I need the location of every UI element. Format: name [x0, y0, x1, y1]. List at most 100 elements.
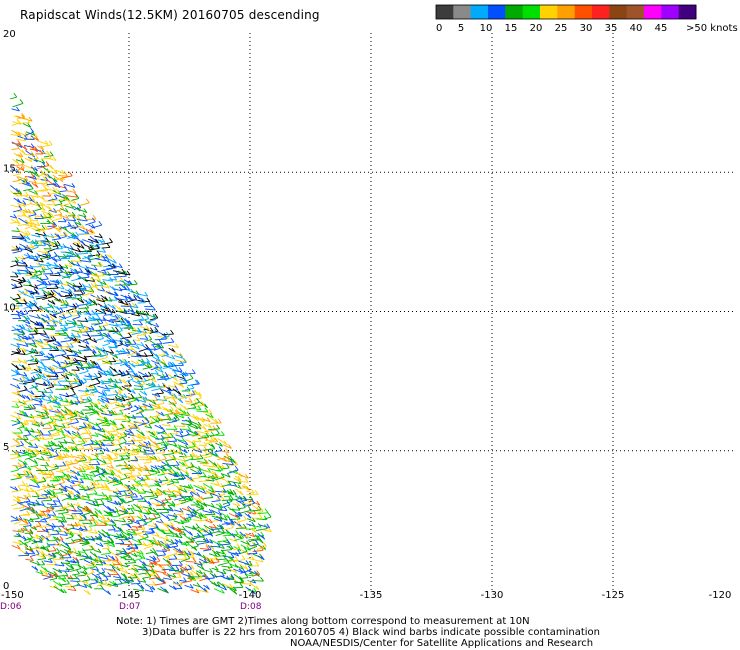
- wind-barb-flag: [139, 504, 144, 510]
- wind-barb-flag: [197, 421, 202, 427]
- wind-barb-flag: [44, 466, 49, 471]
- wind-barb: [47, 179, 57, 188]
- wind-barb-flag: [256, 506, 261, 512]
- wind-barb-flag: [118, 469, 122, 474]
- wind-barb: [191, 434, 200, 437]
- wind-barb: [180, 543, 190, 546]
- wind-barb: [132, 339, 140, 342]
- wind-barb-flag: [67, 553, 72, 558]
- wind-barb: [17, 142, 28, 151]
- wind-barb-flag: [78, 378, 83, 383]
- wind-barb: [97, 556, 109, 560]
- wind-barb-flag: [26, 319, 31, 325]
- wind-barb-flag: [222, 551, 227, 556]
- wind-barb: [149, 512, 159, 515]
- wind-barb: [48, 366, 56, 372]
- wind-barb-flag: [226, 472, 231, 478]
- wind-barb: [211, 515, 223, 520]
- wind-barb: [238, 563, 249, 571]
- wind-barb: [53, 371, 65, 374]
- wind-barb-flag: [173, 554, 178, 560]
- wind-barb: [115, 297, 128, 301]
- wind-barb-flag: [112, 427, 116, 432]
- wind-barb-flag: [99, 560, 104, 566]
- wind-barb: [90, 391, 98, 394]
- wind-barb-flag: [57, 475, 61, 481]
- wind-barb: [35, 239, 47, 242]
- wind-barb-flag: [60, 485, 65, 491]
- wind-barb-flag: [22, 410, 26, 416]
- wind-barb: [119, 435, 127, 439]
- wind-barb: [33, 369, 42, 374]
- wind-barb-flag: [171, 532, 175, 537]
- wind-barb-flag: [148, 335, 153, 340]
- wind-barb-flag: [267, 512, 272, 518]
- wind-barb-flag: [230, 490, 235, 496]
- colorbar-swatch: [453, 5, 472, 19]
- wind-barb: [119, 359, 129, 366]
- wind-barb-flag: [17, 314, 22, 319]
- wind-barb-flag: [92, 484, 97, 489]
- wind-barb-flag: [33, 288, 38, 293]
- wind-barb-flag: [164, 371, 169, 377]
- wind-barb-flag: [14, 486, 19, 491]
- wind-barb-flag: [119, 560, 123, 566]
- wind-barb: [209, 475, 218, 479]
- wind-barb: [160, 375, 169, 379]
- wind-barb-flag: [85, 303, 90, 309]
- wind-barb-flag: [63, 303, 68, 308]
- wind-barb: [257, 555, 265, 561]
- wind-barb-flag: [234, 465, 239, 471]
- wind-barb-flag: [74, 222, 79, 228]
- wind-barb-flag: [99, 281, 104, 287]
- wind-barb: [123, 304, 136, 308]
- wind-barb-flag: [56, 360, 61, 366]
- wind-barb-flag: [73, 307, 77, 313]
- wind-barb-flag: [170, 506, 174, 512]
- wind-barb-flag: [36, 483, 40, 488]
- wind-barb-flag: [83, 208, 88, 213]
- wind-barb-flag: [41, 206, 46, 211]
- wind-barb-flag: [142, 541, 147, 546]
- wind-barb-flag: [85, 198, 90, 204]
- wind-barb: [202, 533, 213, 536]
- wind-barb-flag: [218, 517, 223, 522]
- wind-barb-flag: [58, 451, 62, 456]
- wind-barb: [34, 395, 46, 398]
- wind-barb-flag: [123, 379, 127, 384]
- wind-barb-flag: [49, 315, 54, 321]
- wind-barb-flag: [51, 200, 56, 206]
- wind-barb-flag: [215, 480, 220, 485]
- wind-barb-flag: [192, 488, 196, 493]
- wind-barb-flag: [126, 338, 131, 344]
- wind-barb: [64, 336, 75, 339]
- wind-barb-flag: [148, 501, 152, 506]
- wind-barb-flag: [37, 521, 42, 526]
- colorbar-label: 30: [580, 23, 593, 34]
- wind-barb-flag: [128, 468, 133, 474]
- wind-barb-flag: [125, 485, 130, 491]
- wind-barb-flag: [24, 309, 29, 314]
- wind-barb: [29, 385, 38, 390]
- wind-barb: [16, 166, 25, 172]
- wind-barb-flag: [35, 242, 39, 248]
- wind-barb: [197, 589, 209, 594]
- wind-barb: [145, 318, 157, 324]
- wind-barb-flag: [77, 480, 82, 485]
- wind-barb-flag: [116, 560, 121, 565]
- wind-barb: [136, 484, 147, 486]
- wind-barb: [142, 355, 154, 357]
- wind-barb-flag: [104, 416, 108, 421]
- wind-barb-flag: [157, 482, 162, 488]
- wind-barb-flag: [57, 401, 62, 407]
- wind-barb-flag: [86, 539, 90, 544]
- wind-barb: [10, 469, 19, 473]
- wind-barb-flag: [141, 524, 146, 530]
- wind-barb: [160, 335, 170, 340]
- wind-barb-flag: [87, 405, 92, 411]
- wind-barb-flag: [70, 453, 74, 458]
- wind-barb-flag: [179, 493, 184, 499]
- wind-barb-flag: [179, 508, 184, 513]
- wind-barb-flag: [66, 579, 70, 584]
- wind-barb-flag: [131, 564, 136, 570]
